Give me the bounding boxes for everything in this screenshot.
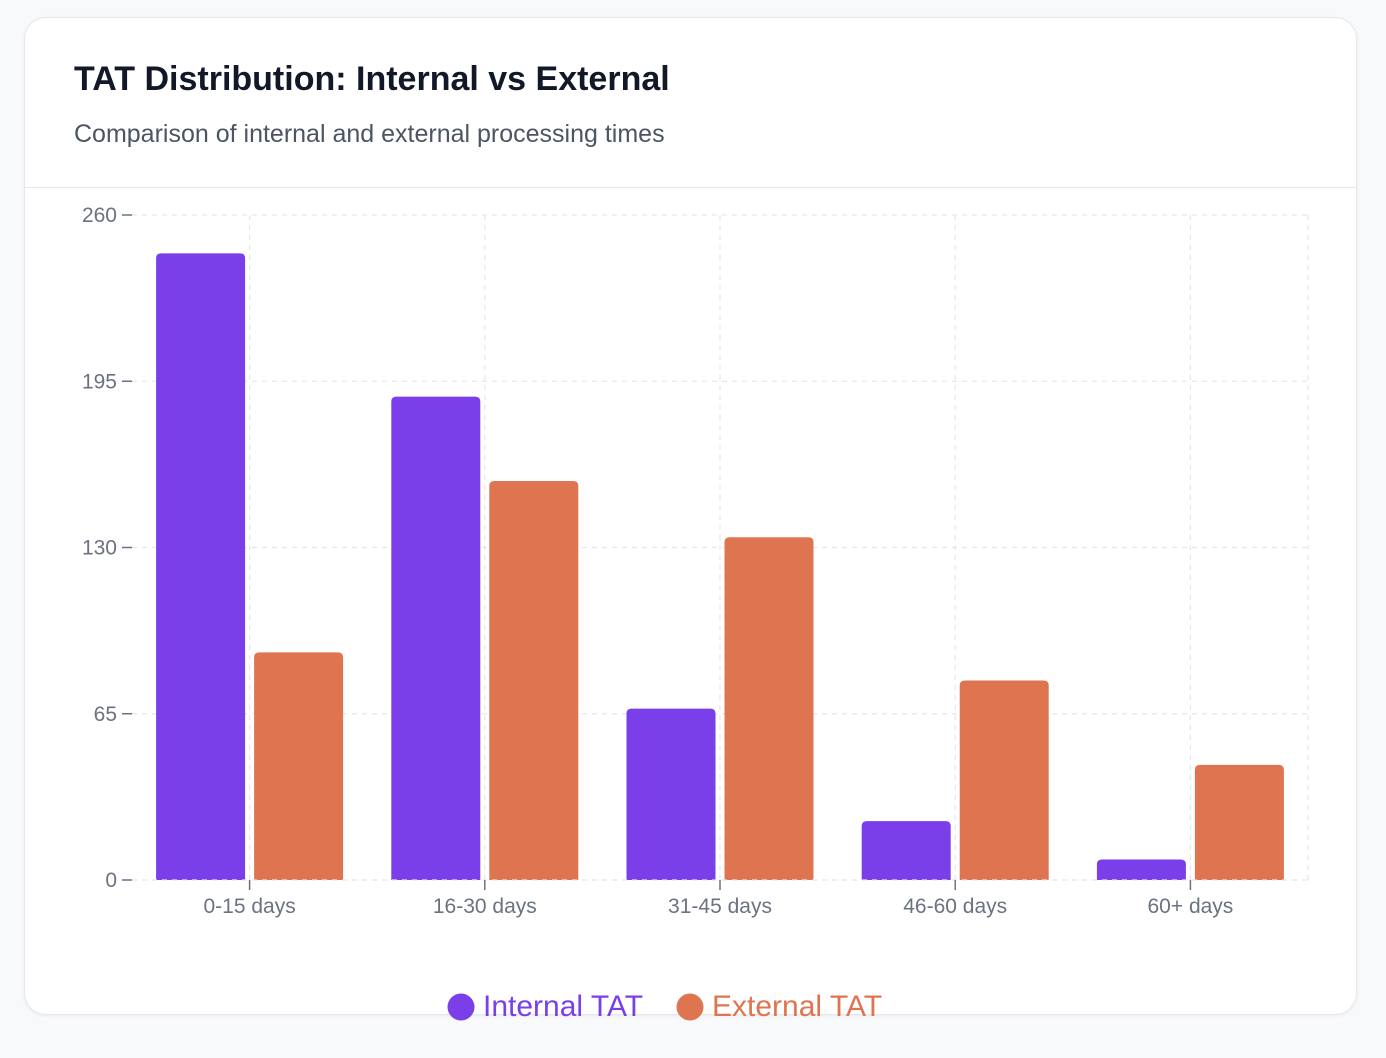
x-tick-label: 46-60 days: [903, 895, 1007, 918]
x-tick-label: 60+ days: [1147, 895, 1233, 918]
legend-label: External TAT: [712, 990, 882, 1023]
internal-bar-5: [1096, 859, 1186, 880]
legend-label: Internal TAT: [483, 990, 643, 1023]
internal-bar-1: [156, 253, 246, 881]
chart-title: TAT Distribution: Internal vs External: [74, 60, 670, 98]
internal-bar-4: [861, 821, 951, 880]
chart-legend: Internal TAT External TAT: [447, 990, 882, 1023]
y-tick-label: 130: [82, 537, 117, 560]
internal-bar-2: [391, 396, 481, 880]
y-tick-label: 65: [94, 703, 117, 726]
x-tick-label: 0-15 days: [203, 895, 295, 918]
external-bar-1: [254, 652, 344, 880]
y-tick-label: 0: [105, 869, 117, 892]
x-tick-label: 31-45 days: [668, 895, 772, 918]
external-bar-4: [959, 680, 1049, 880]
external-bar-2: [489, 481, 579, 880]
legend-swatch-icon: [447, 993, 475, 1021]
external-bar-5: [1194, 764, 1284, 880]
y-tick-label: 260: [82, 204, 117, 227]
external-bar-3: [724, 537, 814, 880]
x-tick-label: 16-30 days: [433, 895, 537, 918]
chart-subtitle: Comparison of internal and external proc…: [74, 120, 665, 148]
internal-bar-3: [626, 708, 716, 880]
card-header: TAT Distribution: Internal vs External C…: [25, 18, 1356, 188]
legend-item-internal: Internal TAT: [447, 990, 643, 1023]
y-tick-label: 195: [82, 370, 117, 393]
legend-swatch-icon: [676, 993, 704, 1021]
legend-item-external: External TAT: [676, 990, 882, 1023]
